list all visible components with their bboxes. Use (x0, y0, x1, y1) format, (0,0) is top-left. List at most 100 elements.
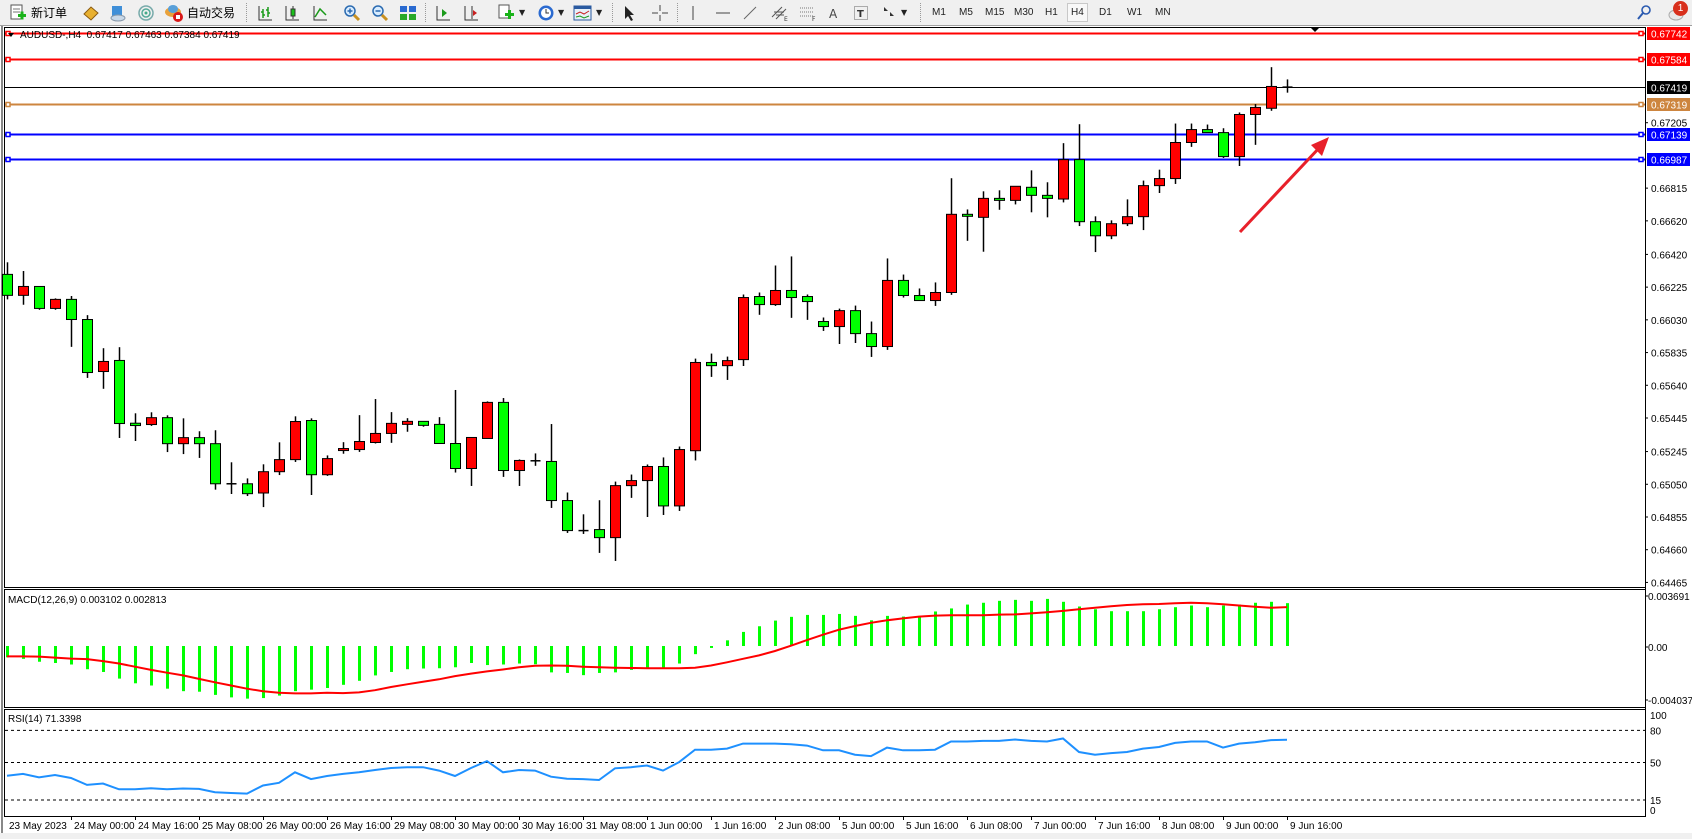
line-chart-button[interactable] (311, 2, 329, 23)
candle-body (658, 465, 669, 507)
candle (530, 453, 541, 466)
bar-chart-button[interactable] (256, 2, 274, 23)
candle (1250, 104, 1261, 145)
macd-histogram-bar (598, 646, 601, 673)
macd-histogram-bar (854, 615, 857, 646)
fibonacci-button[interactable]: F (798, 2, 818, 23)
candle (450, 389, 461, 473)
metaeditor-button[interactable] (82, 2, 100, 23)
chart-shift-button[interactable] (462, 2, 480, 23)
price-tag-label: 0.66987 (1651, 156, 1688, 167)
macd-histogram-bar (438, 646, 441, 669)
arrows-button[interactable]: ▼ (880, 2, 907, 23)
signals-button[interactable] (137, 2, 155, 23)
horizontal-line-button[interactable] (714, 2, 732, 23)
timeframe-w1[interactable]: W1 (1127, 7, 1142, 18)
new-order-button[interactable]: 新订单 (8, 2, 67, 23)
zoom-out-button[interactable] (371, 2, 389, 23)
candle (210, 430, 221, 490)
timeframe-mn[interactable]: MN (1155, 7, 1171, 18)
x-tick-label: 1 Jun 00:00 (650, 821, 703, 832)
candle (834, 308, 845, 345)
dropdown-arrow-icon[interactable]: ▼ (558, 8, 565, 17)
macd-histogram-bar (1062, 601, 1065, 646)
macd-y-tick-label: -0.004037 (1648, 696, 1692, 707)
timeframe-d1[interactable]: D1 (1099, 7, 1112, 18)
chart-window[interactable]: 0.67742 0.67584 0.67419 0.67319 0.67139 0.669… (0, 26, 1692, 839)
candle-body (674, 449, 685, 507)
line-handle-icon[interactable] (1638, 101, 1644, 108)
timeframe-h1[interactable]: H1 (1045, 7, 1058, 18)
candle-body (642, 465, 653, 482)
vertical-line-button[interactable] (686, 2, 700, 23)
red-arrow-annotation[interactable] (1238, 137, 1329, 234)
candle-body (866, 333, 877, 348)
candle (322, 455, 333, 476)
search-button[interactable] (1636, 2, 1652, 23)
text-label-button[interactable]: T (853, 2, 869, 23)
periods-button[interactable]: ▼ (537, 2, 564, 23)
candle-body (386, 422, 397, 434)
candle (1106, 220, 1117, 240)
candle-body (338, 448, 349, 452)
macd-histogram-bar (150, 646, 153, 686)
line-handle-icon[interactable] (1638, 156, 1644, 163)
macd-histogram-bar (38, 646, 41, 662)
text-button[interactable]: A (827, 2, 841, 23)
text-label-icon: T (854, 5, 868, 20)
chart-shift-marker-icon[interactable] (1311, 28, 1319, 32)
x-tick-label: 24 May 16:00 (138, 821, 199, 832)
auto-trading-icon (165, 4, 183, 22)
rsi-label: RSI(14) 71.3398 (8, 714, 82, 725)
symbol-dropdown-icon[interactable] (8, 33, 14, 37)
auto-trading-button[interactable]: 自动交易 (164, 2, 235, 23)
candle (50, 298, 61, 310)
macd-histogram-bar (550, 646, 553, 673)
candle (1170, 123, 1181, 184)
new-chart-button[interactable]: ▼ (496, 2, 525, 23)
line-handle-icon[interactable] (5, 156, 11, 163)
dropdown-arrow-icon[interactable]: ▼ (519, 8, 526, 17)
line-handle-icon[interactable] (5, 131, 11, 138)
cursor-button[interactable] (621, 2, 637, 23)
y-tick-label: 0.65445 (1651, 414, 1688, 425)
line-handle-icon[interactable] (1638, 56, 1644, 63)
timeframe-m15[interactable]: M15 (985, 7, 1005, 18)
timeframe-m30[interactable]: M30 (1014, 7, 1034, 18)
navigator-button[interactable] (109, 2, 127, 23)
y-tick-label: 0.64855 (1651, 513, 1688, 524)
candle (98, 348, 109, 389)
macd-histogram-bar (870, 620, 873, 646)
line-handle-icon[interactable] (5, 101, 11, 108)
equidistant-channel-button[interactable]: E (770, 2, 790, 23)
timeframe-h4[interactable]: H4 (1067, 3, 1088, 22)
candle (162, 415, 173, 453)
macd-histogram-bar (310, 646, 313, 690)
line-handle-icon[interactable] (1638, 30, 1644, 37)
line-handle-icon[interactable] (1638, 131, 1644, 138)
chart-canvas[interactable]: 0.67742 0.67584 0.67419 0.67319 0.67139 0.669… (0, 26, 1692, 839)
timeframe-m5[interactable]: M5 (959, 7, 973, 18)
macd-histogram-bar (422, 646, 425, 669)
zoom-in-button[interactable] (343, 2, 361, 23)
auto-scroll-button[interactable] (434, 2, 452, 23)
macd-histogram-bar (230, 646, 233, 698)
metaeditor-icon (83, 5, 99, 21)
dropdown-arrow-icon[interactable]: ▼ (901, 8, 908, 17)
macd-histogram-bar (614, 646, 617, 673)
candle (114, 347, 125, 438)
candle-body (1202, 129, 1213, 134)
tile-windows-button[interactable] (399, 2, 417, 23)
notifications-button[interactable]: 1 (1668, 1, 1690, 21)
y-tick-label: 0.66620 (1651, 217, 1688, 228)
trendline-button[interactable] (741, 2, 759, 23)
line-handle-icon[interactable] (5, 56, 11, 63)
timeframe-m1[interactable]: M1 (932, 7, 946, 18)
candlestick-chart-button[interactable] (283, 2, 301, 23)
macd-histogram-bar (822, 614, 825, 646)
candle (434, 417, 445, 445)
template-button[interactable]: ▼ (573, 2, 602, 23)
dropdown-arrow-icon[interactable]: ▼ (596, 8, 603, 17)
crosshair-button[interactable] (651, 2, 669, 23)
macd-histogram-bar (102, 646, 105, 672)
